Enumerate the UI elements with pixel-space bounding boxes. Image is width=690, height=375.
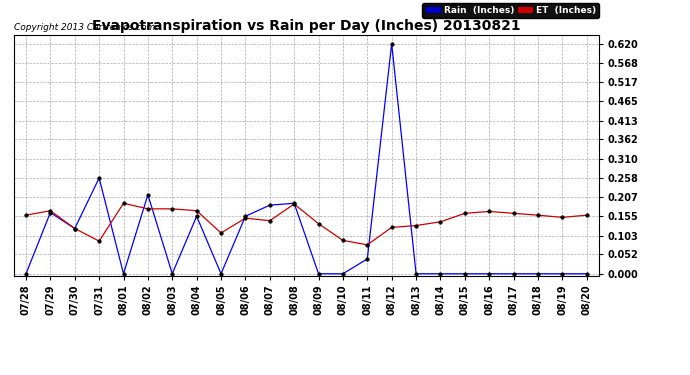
Title: Evapotranspiration vs Rain per Day (Inches) 20130821: Evapotranspiration vs Rain per Day (Inch… (92, 20, 521, 33)
Legend: Rain  (Inches), ET  (Inches): Rain (Inches), ET (Inches) (422, 3, 599, 18)
Text: Copyright 2013 Cartronics.com: Copyright 2013 Cartronics.com (14, 23, 155, 32)
